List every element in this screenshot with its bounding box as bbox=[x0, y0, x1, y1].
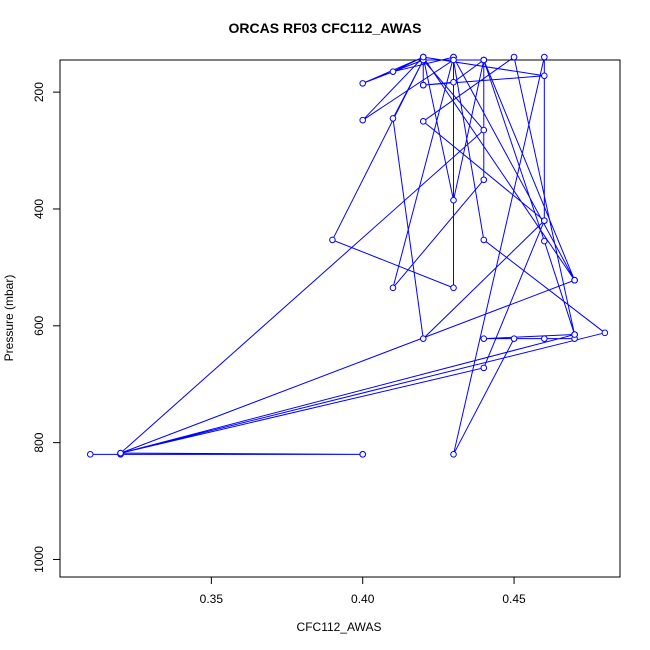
y-axis-title: Pressure (mbar) bbox=[2, 275, 16, 362]
x-tick-label: 0.35 bbox=[200, 592, 224, 606]
data-point bbox=[419, 335, 427, 342]
data-point bbox=[571, 331, 578, 338]
data-point bbox=[419, 81, 427, 89]
y-tick-label: 400 bbox=[32, 199, 46, 219]
y-tick-label: 800 bbox=[32, 432, 46, 452]
data-point bbox=[480, 126, 488, 134]
data-point bbox=[480, 56, 488, 64]
data-point bbox=[510, 335, 518, 342]
data-point bbox=[419, 118, 427, 125]
data-point bbox=[601, 329, 609, 337]
series-line bbox=[90, 55, 606, 455]
data-point bbox=[329, 236, 336, 244]
plot-frame bbox=[59, 59, 621, 578]
data-point bbox=[541, 237, 548, 245]
data-point bbox=[359, 80, 367, 87]
data-point bbox=[450, 56, 457, 64]
data-point bbox=[541, 53, 548, 61]
y-axis: 200 400 600 800 1000 bbox=[32, 82, 60, 573]
data-point bbox=[541, 335, 548, 342]
series-layer bbox=[86, 53, 609, 458]
data-point bbox=[480, 236, 488, 244]
data-point bbox=[359, 451, 367, 458]
data-point bbox=[450, 196, 457, 204]
y-tick-label: 600 bbox=[32, 315, 46, 335]
x-tick-label: 0.45 bbox=[502, 592, 526, 606]
data-point bbox=[480, 176, 488, 184]
data-point bbox=[450, 284, 457, 292]
data-point bbox=[571, 276, 578, 284]
data-point bbox=[389, 68, 397, 75]
data-point bbox=[480, 364, 488, 372]
data-point bbox=[359, 116, 367, 124]
x-tick-label: 0.40 bbox=[351, 592, 375, 606]
data-point bbox=[117, 449, 124, 457]
y-tick-label: 1000 bbox=[32, 546, 46, 573]
data-point bbox=[541, 72, 548, 80]
data-point bbox=[389, 284, 397, 292]
data-point bbox=[510, 53, 518, 61]
chart-title: ORCAS RF03 CFC112_AWAS bbox=[228, 20, 422, 36]
data-point bbox=[86, 451, 94, 458]
y-tick-label: 200 bbox=[32, 82, 46, 102]
data-point bbox=[450, 451, 457, 458]
data-point bbox=[389, 115, 397, 122]
x-axis-title: CFC112_AWAS bbox=[297, 620, 382, 634]
data-point bbox=[480, 335, 488, 342]
data-point bbox=[541, 217, 548, 224]
data-point bbox=[419, 53, 427, 61]
x-axis: 0.35 0.40 0.45 bbox=[200, 577, 526, 606]
data-point bbox=[450, 78, 457, 86]
